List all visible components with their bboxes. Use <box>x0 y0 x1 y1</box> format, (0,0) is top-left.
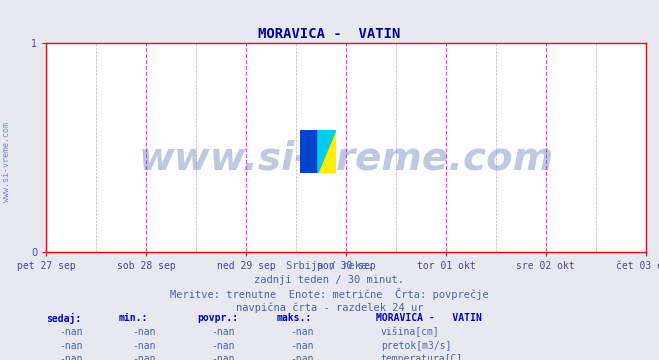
Text: -nan: -nan <box>211 341 235 351</box>
Text: www.si-vreme.com: www.si-vreme.com <box>138 139 554 177</box>
Text: -nan: -nan <box>290 341 314 351</box>
Bar <box>300 130 318 173</box>
Text: -nan: -nan <box>211 327 235 337</box>
Text: maks.:: maks.: <box>277 313 312 323</box>
Text: -nan: -nan <box>290 354 314 360</box>
Text: MORAVICA -  VATIN: MORAVICA - VATIN <box>258 27 401 41</box>
Text: -nan: -nan <box>132 327 156 337</box>
Text: -nan: -nan <box>211 354 235 360</box>
Text: Meritve: trenutne  Enote: metrične  Črta: povprečje: Meritve: trenutne Enote: metrične Črta: … <box>170 288 489 300</box>
Text: navpična črta - razdelek 24 ur: navpična črta - razdelek 24 ur <box>236 302 423 312</box>
Text: -nan: -nan <box>59 327 83 337</box>
Text: pretok[m3/s]: pretok[m3/s] <box>381 341 451 351</box>
Text: -nan: -nan <box>132 354 156 360</box>
Text: www.si-vreme.com: www.si-vreme.com <box>2 122 11 202</box>
Text: -nan: -nan <box>59 341 83 351</box>
Text: zadnji teden / 30 minut.: zadnji teden / 30 minut. <box>254 275 405 285</box>
Text: -nan: -nan <box>59 354 83 360</box>
Text: temperatura[C]: temperatura[C] <box>381 354 463 360</box>
Text: Srbija / reke.: Srbija / reke. <box>286 261 373 271</box>
Text: MORAVICA -   VATIN: MORAVICA - VATIN <box>376 313 481 323</box>
Text: povpr.:: povpr.: <box>198 313 239 323</box>
Text: višina[cm]: višina[cm] <box>381 327 440 337</box>
Polygon shape <box>318 130 336 173</box>
Text: -nan: -nan <box>132 341 156 351</box>
Text: sedaj:: sedaj: <box>46 313 81 324</box>
Text: min.:: min.: <box>119 313 148 323</box>
Text: -nan: -nan <box>290 327 314 337</box>
Polygon shape <box>318 130 336 173</box>
